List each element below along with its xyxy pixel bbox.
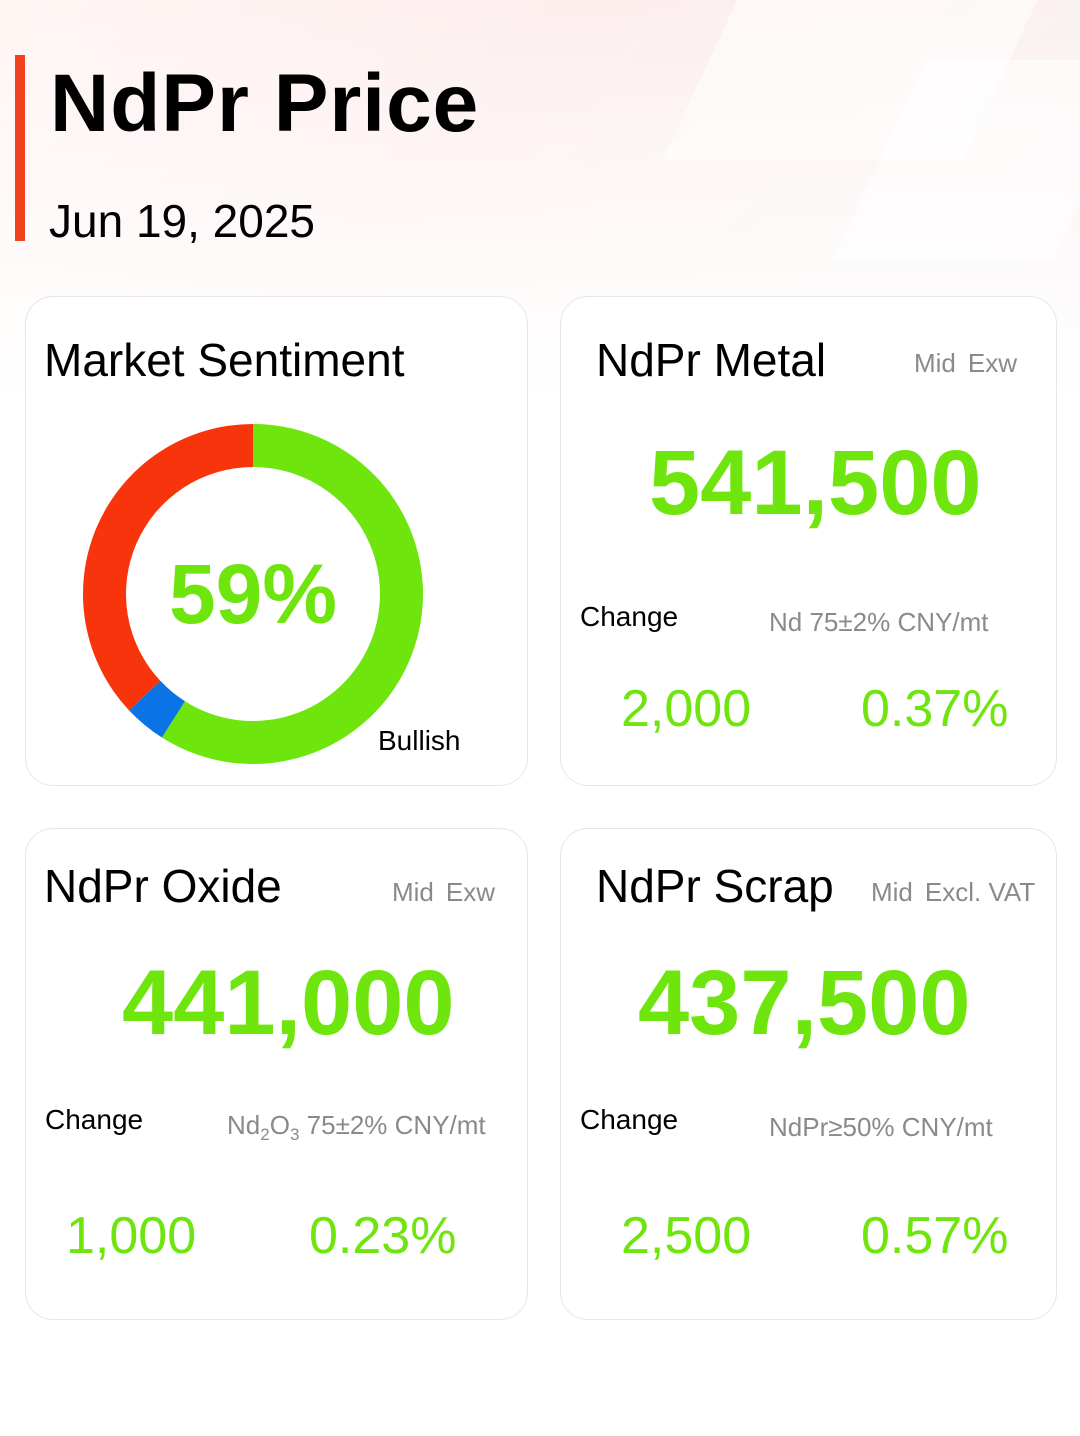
change-absolute: 2,000 xyxy=(621,680,752,738)
price-basis-tag: Mid Excl. VAT xyxy=(871,879,1035,905)
basis-tag: Exw xyxy=(445,877,496,907)
change-label: Change xyxy=(45,1104,144,1135)
price-value: 437,500 xyxy=(638,952,971,1054)
price-value: 541,500 xyxy=(649,432,982,534)
accent-bar xyxy=(15,55,25,241)
mid-tag: Mid xyxy=(392,877,434,907)
price-basis-tag: Mid Exw xyxy=(914,350,1017,376)
spec-text: Nd xyxy=(227,1110,261,1140)
card-title: NdPr Scrap xyxy=(596,860,834,912)
donut-segment-bearish xyxy=(82,424,253,711)
donut-segment-bullish xyxy=(161,424,423,764)
spec-subscript: 2 xyxy=(260,1125,270,1144)
ndpr-metal-card: NdPr Metal Mid Exw 541,500 Change Nd 75±2… xyxy=(560,296,1057,786)
basis-tag: Exw xyxy=(967,348,1018,378)
market-sentiment-card: Market Sentiment 59% Bullish xyxy=(25,296,528,786)
sentiment-donut: 59% xyxy=(82,424,423,764)
spec-text: 75±2% CNY/mt xyxy=(299,1110,486,1140)
donut-segment-neutral xyxy=(129,680,185,738)
mid-tag: Mid xyxy=(914,348,956,378)
change-absolute: 1,000 xyxy=(66,1207,197,1265)
change-label: Change xyxy=(580,601,679,632)
change-percent: 0.23% xyxy=(309,1207,457,1265)
spec-text: O xyxy=(269,1110,290,1140)
spec-label: NdPr≥50% CNY/mt xyxy=(769,1112,993,1142)
change-percent: 0.57% xyxy=(861,1207,1009,1265)
price-value: 441,000 xyxy=(122,952,455,1054)
spec-subscript: 3 xyxy=(289,1125,300,1144)
sentiment-percent: 59% xyxy=(168,547,338,641)
ndpr-scrap-card: NdPr Scrap Mid Excl. VAT 437,500 Change N… xyxy=(560,828,1057,1320)
sentiment-label: Bullish xyxy=(378,725,461,756)
spec-label: Nd2O3 75±2% CNY/mt xyxy=(227,1112,486,1143)
page-title: NdPr Price xyxy=(50,58,480,149)
card-title: Market Sentiment xyxy=(44,334,405,386)
card-title: NdPr Metal xyxy=(596,334,827,386)
change-percent: 0.37% xyxy=(861,680,1009,738)
mid-tag: Mid xyxy=(871,877,913,907)
page-date: Jun 19, 2025 xyxy=(49,195,316,247)
change-absolute: 2,500 xyxy=(621,1207,752,1265)
card-title: NdPr Oxide xyxy=(44,860,282,912)
basis-tag: Excl. VAT xyxy=(924,877,1036,907)
change-label: Change xyxy=(580,1104,679,1135)
ndpr-oxide-card: NdPr Oxide Mid Exw 441,000 Change Nd2O3 7… xyxy=(25,828,528,1320)
spec-label: Nd 75±2% CNY/mt xyxy=(769,607,989,637)
price-basis-tag: Mid Exw xyxy=(392,879,495,905)
